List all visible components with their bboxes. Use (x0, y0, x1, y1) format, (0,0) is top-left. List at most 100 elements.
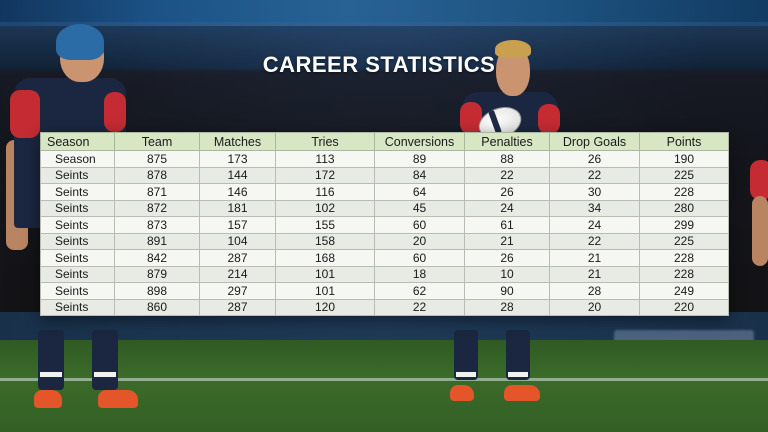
table-cell-conversions: 18 (374, 265, 465, 283)
table-cell-matches: 287 (199, 298, 276, 316)
table-row: Seints 842 287 168 60 26 21 228 (40, 249, 729, 267)
table-cell-drop-goals: 21 (549, 249, 640, 267)
column-header-season: Season (40, 132, 115, 151)
table-row: Seints 891 104 158 20 21 22 225 (40, 232, 729, 250)
table-cell-penalties: 26 (464, 249, 550, 267)
table-cell-team: 891 (114, 232, 200, 250)
table-cell-team: 879 (114, 265, 200, 283)
table-cell-drop-goals: 34 (549, 199, 640, 217)
player-right-sock-2 (508, 372, 528, 377)
table-cell-conversions: 84 (374, 166, 465, 184)
table-cell-season: Seints (40, 282, 115, 300)
table-cell-matches: 144 (199, 166, 276, 184)
table-cell-season: Seints (40, 249, 115, 267)
table-cell-points: 228 (639, 249, 729, 267)
table-cell-penalties: 10 (464, 265, 550, 283)
table-cell-season: Seints (40, 199, 115, 217)
table-cell-tries: 101 (275, 282, 375, 300)
table-cell-conversions: 62 (374, 282, 465, 300)
player-far-right-sleeve (750, 160, 768, 200)
table-cell-conversions: 89 (374, 150, 465, 168)
table-cell-drop-goals: 28 (549, 282, 640, 300)
column-header-conversions: Conversions (374, 132, 465, 151)
column-header-points: Points (639, 132, 729, 151)
table-cell-penalties: 22 (464, 166, 550, 184)
table-cell-conversions: 60 (374, 249, 465, 267)
table-cell-team: 860 (114, 298, 200, 316)
table-row: Seints 871 146 116 64 26 30 228 (40, 183, 729, 201)
career-statistics-table: Season Team Matches Tries Conversions Pe… (40, 132, 729, 316)
table-cell-matches: 297 (199, 282, 276, 300)
table-cell-tries: 113 (275, 150, 375, 168)
table-cell-points: 225 (639, 166, 729, 184)
player-right-sleeve (460, 102, 482, 134)
table-cell-tries: 168 (275, 249, 375, 267)
table-cell-tries: 101 (275, 265, 375, 283)
table-cell-season: Seints (40, 232, 115, 250)
table-cell-drop-goals: 30 (549, 183, 640, 201)
table-cell-season: Seints (40, 166, 115, 184)
table-cell-penalties: 90 (464, 282, 550, 300)
player-right-boot (450, 385, 474, 401)
column-header-matches: Matches (199, 132, 276, 151)
table-cell-drop-goals: 26 (549, 150, 640, 168)
table-cell-penalties: 61 (464, 216, 550, 234)
pitch-line (0, 378, 768, 381)
player-right-boot-2 (504, 385, 540, 401)
table-cell-conversions: 45 (374, 199, 465, 217)
table-cell-penalties: 88 (464, 150, 550, 168)
table-cell-matches: 104 (199, 232, 276, 250)
table-cell-penalties: 24 (464, 199, 550, 217)
table-cell-matches: 214 (199, 265, 276, 283)
table-cell-conversions: 60 (374, 216, 465, 234)
player-right-sleeve-2 (538, 104, 560, 134)
table-cell-tries: 158 (275, 232, 375, 250)
table-cell-team: 898 (114, 282, 200, 300)
player-left-boot (34, 390, 62, 408)
player-left-leg (38, 330, 64, 390)
table-cell-tries: 116 (275, 183, 375, 201)
table-cell-points: 249 (639, 282, 729, 300)
table-cell-conversions: 64 (374, 183, 465, 201)
table-row: Seints 872 181 102 45 24 34 280 (40, 199, 729, 217)
table-row: Season 875 173 113 89 88 26 190 (40, 150, 729, 168)
table-row: Seints 879 214 101 18 10 21 228 (40, 265, 729, 283)
table-cell-conversions: 20 (374, 232, 465, 250)
table-cell-team: 875 (114, 150, 200, 168)
table-row: Seints 860 287 120 22 28 20 220 (40, 298, 729, 316)
table-cell-tries: 102 (275, 199, 375, 217)
player-right-hair (495, 40, 531, 58)
player-left-sock-2 (94, 372, 116, 377)
table-cell-points: 228 (639, 183, 729, 201)
player-right-leg-2 (506, 330, 530, 380)
stadium-lights (0, 0, 768, 26)
pitch (0, 340, 768, 432)
table-cell-team: 871 (114, 183, 200, 201)
table-cell-matches: 287 (199, 249, 276, 267)
table-cell-tries: 120 (275, 298, 375, 316)
table-cell-team: 872 (114, 199, 200, 217)
table-row: Seints 873 157 155 60 61 24 299 (40, 216, 729, 234)
table-cell-points: 228 (639, 265, 729, 283)
table-cell-drop-goals: 24 (549, 216, 640, 234)
player-left-sock (40, 372, 62, 377)
table-cell-points: 299 (639, 216, 729, 234)
table-cell-matches: 146 (199, 183, 276, 201)
table-cell-penalties: 21 (464, 232, 550, 250)
table-cell-penalties: 26 (464, 183, 550, 201)
table-cell-matches: 173 (199, 150, 276, 168)
table-cell-team: 873 (114, 216, 200, 234)
table-cell-drop-goals: 21 (549, 265, 640, 283)
page-title: CAREER STATISTICS (262, 52, 496, 77)
table-cell-matches: 157 (199, 216, 276, 234)
table-cell-team: 878 (114, 166, 200, 184)
table-cell-season: Seints (40, 183, 115, 201)
table-cell-drop-goals: 22 (549, 232, 640, 250)
column-header-drop-goals: Drop Goals (549, 132, 640, 151)
table-cell-penalties: 28 (464, 298, 550, 316)
player-right-leg (454, 330, 478, 380)
table-cell-season: Seints (40, 265, 115, 283)
table-cell-tries: 172 (275, 166, 375, 184)
player-left-leg-2 (92, 330, 118, 390)
